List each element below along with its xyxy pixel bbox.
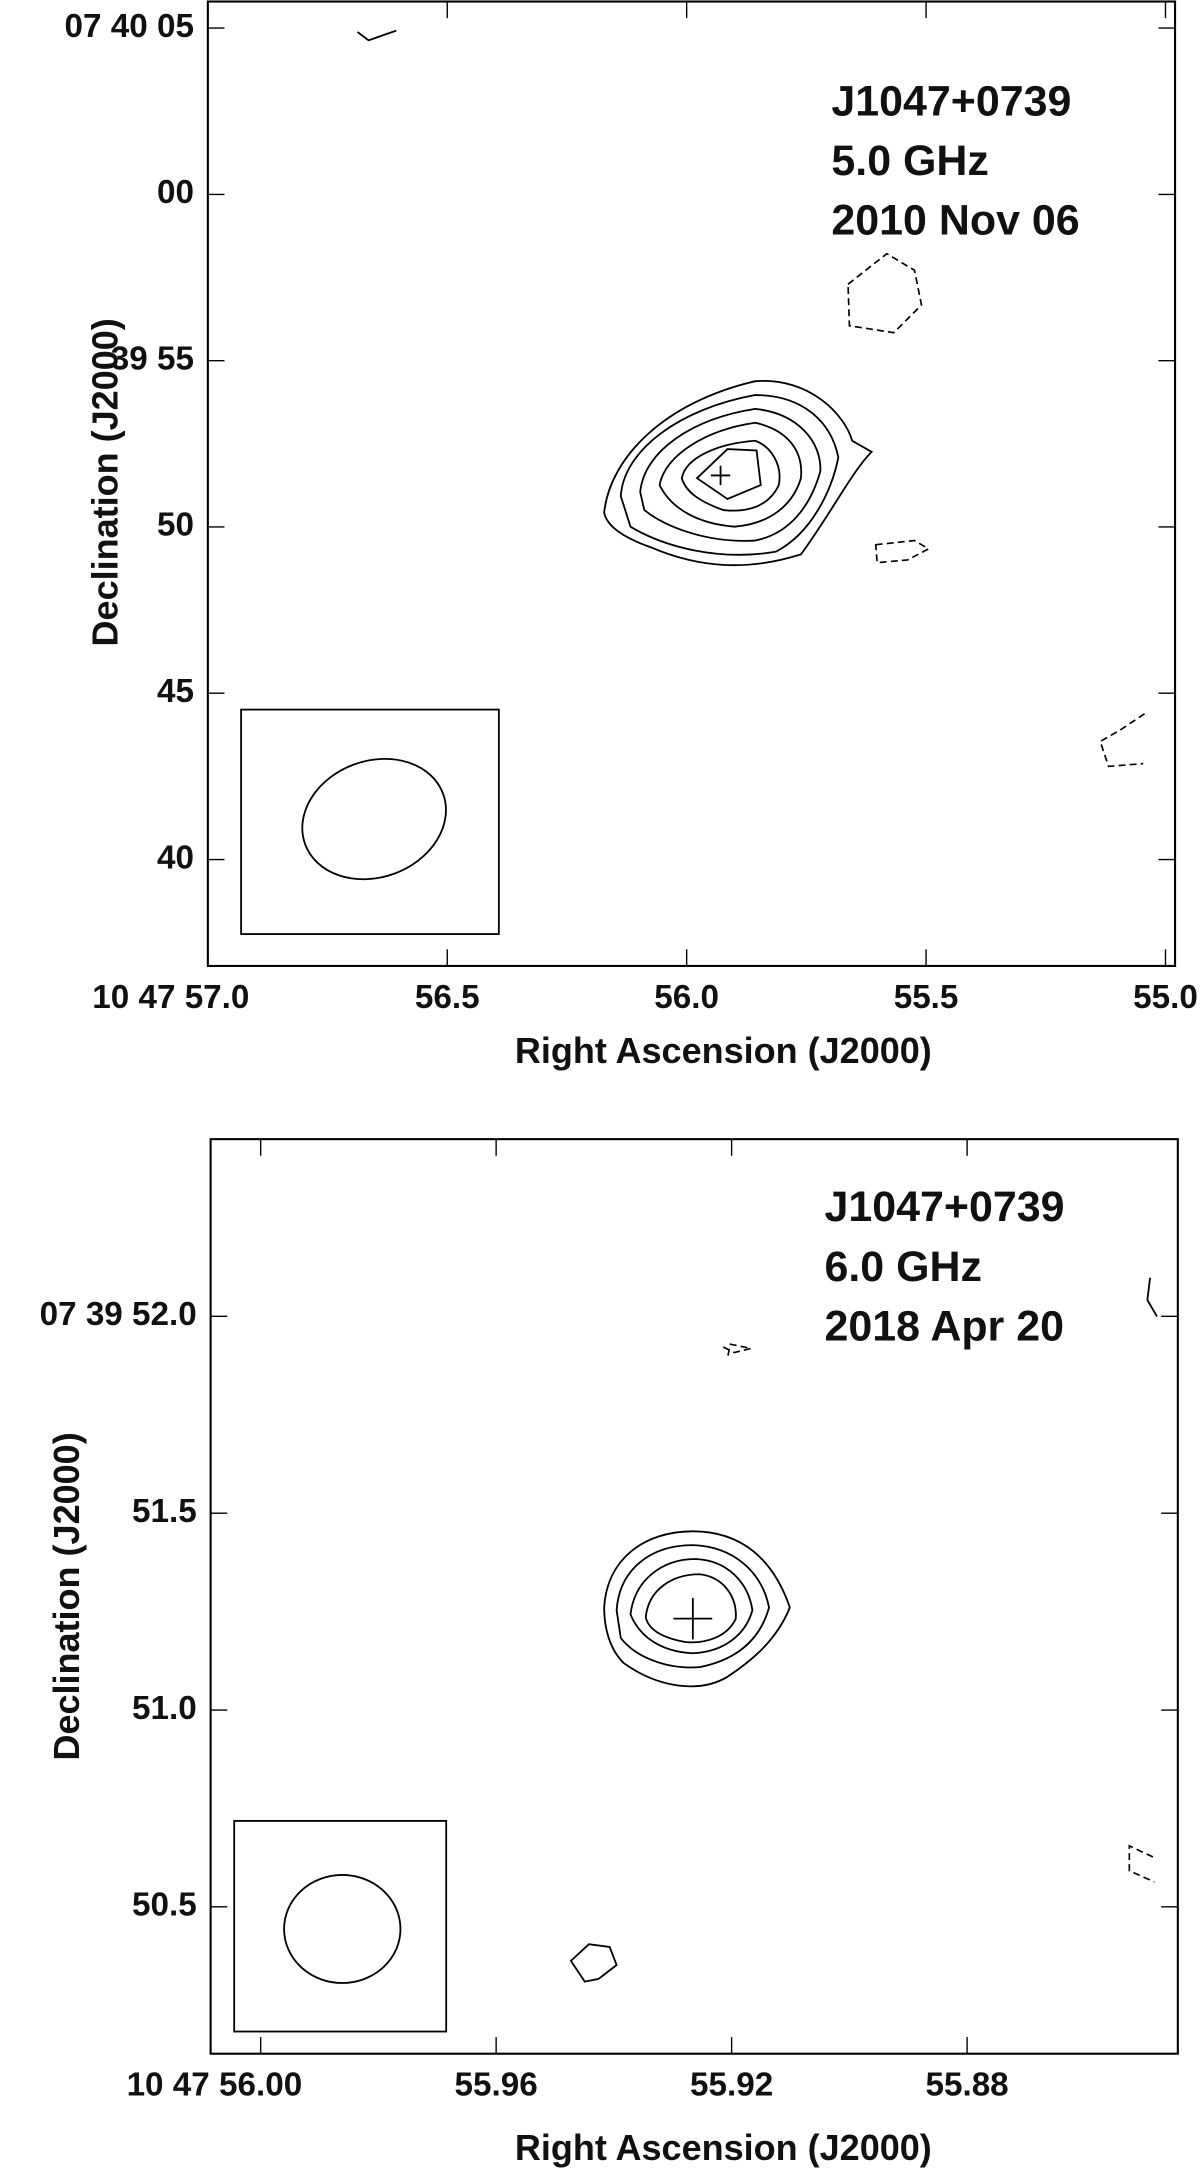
- y-tick-label: 07 40 05: [65, 8, 194, 45]
- x-tick-label: 55.96: [455, 2067, 538, 2104]
- y-tick-label: 51.5: [132, 1493, 197, 1530]
- x-tick-label: 10 47 57.0: [92, 979, 249, 1016]
- y-tick-label: 50.5: [132, 1887, 197, 1924]
- x-tick-label: 55.5: [894, 979, 959, 1016]
- x-axis-label: Right Ascension (J2000): [515, 1030, 932, 1071]
- x-tick-label: 55.0: [1133, 979, 1198, 1016]
- y-tick-label: 45: [157, 673, 194, 710]
- contours-bottom: [233, 1277, 1158, 2033]
- x-tick-label: 56.0: [654, 979, 719, 1016]
- y-tick-label: 40: [157, 839, 194, 876]
- x-tick-label: 55.88: [925, 2067, 1008, 2104]
- x-axis-label: Right Ascension (J2000): [515, 2127, 932, 2168]
- annotation: 6.0 GHz: [824, 1243, 982, 1291]
- y-tick-label: 00: [157, 174, 194, 211]
- x-tick-label: 56.5: [415, 979, 480, 1016]
- annotation: 5.0 GHz: [831, 137, 989, 185]
- contours-top: [240, 29, 1146, 935]
- x-tick-label: 10 47 56.00: [127, 2067, 303, 2104]
- y-tick-label: 50: [157, 507, 194, 544]
- x-tick-label: 55.92: [690, 2067, 773, 2104]
- plot-frame: [206, 0, 1177, 967]
- y-tick-label: 39 55: [111, 340, 194, 377]
- annotation: J1047+0739: [824, 1183, 1064, 1231]
- annotation: 2010 Nov 06: [831, 197, 1079, 245]
- y-axis-label: Declination (J2000): [85, 318, 126, 646]
- y-tick-label: 07 39 52.0: [40, 1296, 197, 1333]
- annotation: 2018 Apr 20: [824, 1302, 1064, 1350]
- plot-frame: [209, 1138, 1179, 2055]
- y-axis-label: Declination (J2000): [46, 1432, 87, 1760]
- annotation: J1047+0739: [831, 77, 1071, 125]
- y-tick-label: 51.0: [132, 1690, 197, 1727]
